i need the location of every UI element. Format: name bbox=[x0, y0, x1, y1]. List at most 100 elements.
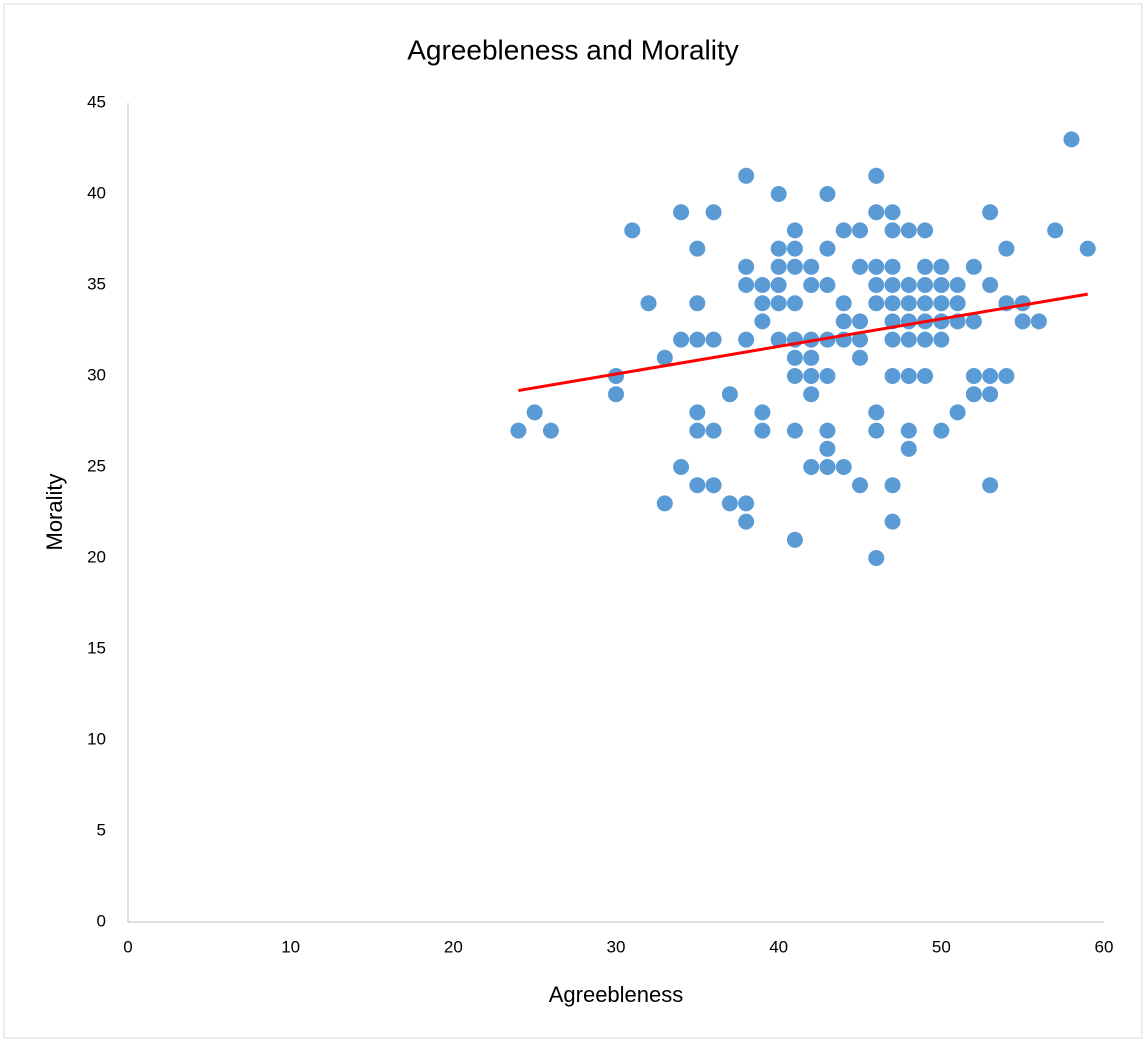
data-point bbox=[933, 258, 950, 275]
data-point bbox=[868, 295, 885, 312]
data-point bbox=[738, 495, 755, 512]
y-tick-label: 45 bbox=[87, 92, 106, 111]
data-point bbox=[965, 313, 982, 330]
y-tick-label: 0 bbox=[97, 911, 106, 930]
data-point bbox=[786, 240, 803, 257]
data-point bbox=[917, 258, 934, 275]
data-point bbox=[917, 368, 934, 384]
data-point bbox=[852, 477, 868, 494]
data-point bbox=[835, 459, 852, 475]
y-tick-label: 30 bbox=[87, 365, 106, 384]
data-point bbox=[673, 459, 690, 475]
data-point bbox=[852, 331, 868, 348]
data-point bbox=[868, 277, 885, 293]
data-point bbox=[786, 258, 803, 275]
data-point bbox=[786, 349, 803, 366]
data-point bbox=[803, 459, 820, 475]
data-point bbox=[738, 167, 755, 184]
data-point bbox=[884, 277, 901, 293]
data-point bbox=[770, 186, 787, 202]
chart-border bbox=[3, 3, 1143, 1039]
x-tick-label: 40 bbox=[769, 937, 788, 956]
y-tick-label: 40 bbox=[87, 183, 106, 202]
data-point bbox=[933, 313, 950, 330]
data-point bbox=[705, 331, 722, 348]
data-point bbox=[884, 204, 901, 221]
y-tick-label: 5 bbox=[97, 820, 106, 839]
data-point bbox=[884, 477, 901, 494]
data-point bbox=[852, 258, 868, 275]
data-point bbox=[819, 440, 836, 457]
data-point bbox=[1079, 240, 1096, 257]
data-point bbox=[900, 313, 917, 330]
data-point bbox=[656, 349, 673, 366]
data-point bbox=[949, 295, 966, 312]
data-point bbox=[770, 240, 787, 257]
chart-title: Agreebleness and Morality bbox=[407, 34, 739, 65]
data-point bbox=[982, 277, 999, 293]
data-point bbox=[1063, 131, 1080, 148]
data-point bbox=[884, 331, 901, 348]
y-tick-label: 20 bbox=[87, 547, 106, 566]
data-point bbox=[868, 204, 885, 221]
data-point bbox=[900, 422, 917, 439]
data-point bbox=[803, 386, 820, 403]
y-tick-label: 35 bbox=[87, 274, 106, 293]
data-point bbox=[835, 295, 852, 312]
data-point bbox=[819, 422, 836, 439]
data-point bbox=[738, 277, 755, 293]
data-point bbox=[721, 495, 738, 512]
data-point bbox=[786, 422, 803, 439]
data-point bbox=[917, 277, 934, 293]
data-point bbox=[900, 295, 917, 312]
data-point bbox=[689, 331, 706, 348]
data-point bbox=[786, 222, 803, 239]
data-point bbox=[917, 331, 934, 348]
data-point bbox=[868, 404, 885, 421]
data-point bbox=[689, 404, 706, 421]
data-point bbox=[640, 295, 657, 312]
y-tick-label: 10 bbox=[87, 729, 106, 748]
data-point bbox=[884, 368, 901, 384]
data-point bbox=[933, 422, 950, 439]
y-tick-label: 25 bbox=[87, 456, 106, 475]
data-point bbox=[819, 368, 836, 384]
data-point bbox=[933, 295, 950, 312]
data-point bbox=[998, 240, 1015, 257]
data-point bbox=[884, 258, 901, 275]
data-point bbox=[738, 258, 755, 275]
data-point bbox=[1030, 313, 1047, 330]
x-tick-label: 0 bbox=[123, 937, 132, 956]
data-point bbox=[852, 313, 868, 330]
data-point bbox=[965, 368, 982, 384]
data-point bbox=[933, 277, 950, 293]
data-point bbox=[1047, 222, 1064, 239]
data-point bbox=[900, 331, 917, 348]
data-point bbox=[965, 258, 982, 275]
data-point bbox=[542, 422, 559, 439]
data-point bbox=[754, 313, 771, 330]
data-point bbox=[738, 331, 755, 348]
data-point bbox=[884, 295, 901, 312]
data-point bbox=[819, 277, 836, 293]
data-point bbox=[754, 277, 771, 293]
data-point bbox=[803, 277, 820, 293]
data-point bbox=[835, 313, 852, 330]
x-tick-label: 10 bbox=[281, 937, 300, 956]
data-point bbox=[624, 222, 641, 239]
data-point bbox=[803, 258, 820, 275]
data-point bbox=[786, 531, 803, 548]
data-point bbox=[770, 331, 787, 348]
data-point bbox=[705, 422, 722, 439]
data-point bbox=[656, 495, 673, 512]
data-point bbox=[770, 277, 787, 293]
data-point bbox=[770, 258, 787, 275]
data-point bbox=[689, 240, 706, 257]
data-point bbox=[982, 386, 999, 403]
trendline bbox=[518, 292, 1088, 393]
data-point bbox=[884, 513, 901, 530]
data-point bbox=[819, 240, 836, 257]
data-point bbox=[949, 404, 966, 421]
data-point bbox=[738, 513, 755, 530]
data-point bbox=[933, 331, 950, 348]
